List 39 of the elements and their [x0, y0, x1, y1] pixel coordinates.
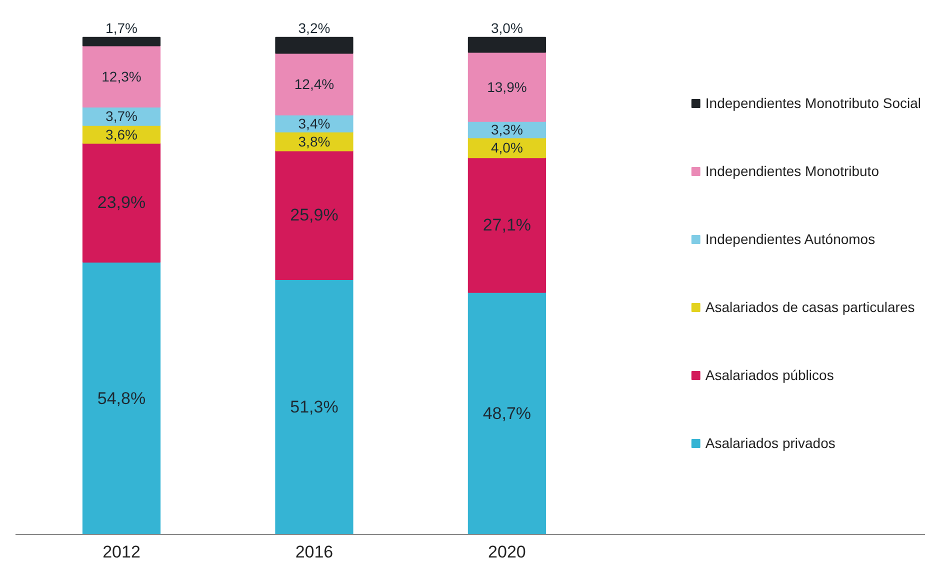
bar — [468, 292, 546, 534]
data-label: 3,8% — [298, 133, 330, 150]
data-label: 27,1% — [482, 216, 532, 235]
legend-label: Asalariados de casas particulares — [705, 299, 915, 315]
legend-label: Independientes Monotributo — [705, 163, 879, 179]
data-label: 3,4% — [298, 115, 330, 132]
data-label: 1,7% — [106, 20, 138, 36]
bar — [468, 157, 546, 293]
data-label: 3,3% — [490, 122, 523, 138]
bar — [82, 36, 161, 46]
data-label: 12,3% — [102, 68, 142, 84]
bar — [468, 52, 546, 122]
data-label: 25,9% — [290, 206, 338, 225]
legend-label: Asalariados privados — [705, 435, 836, 451]
data-label: 23,9% — [97, 193, 146, 212]
bar — [275, 36, 354, 54]
x-tick-label: 2020 — [488, 542, 526, 562]
legend-label: Asalariados públicos — [705, 367, 834, 383]
bar — [82, 45, 161, 108]
bar — [82, 262, 161, 534]
data-label: 13,9% — [487, 78, 527, 95]
bar — [275, 278, 354, 534]
legend-label: Independientes Monotributo Social — [705, 95, 921, 111]
data-label: 3,2% — [298, 20, 330, 36]
x-tick-label: 2012 — [102, 542, 140, 562]
legend-label: Independientes Autónomos — [705, 231, 876, 247]
data-label: 12,4% — [294, 76, 334, 92]
data-label: 4,0% — [490, 140, 523, 156]
x-tick-label: 2016 — [295, 542, 334, 562]
data-label: 51,3% — [290, 397, 338, 416]
bar — [468, 36, 546, 53]
bar — [82, 142, 161, 263]
data-label: 3,7% — [106, 108, 138, 124]
data-label: 3,6% — [106, 126, 138, 142]
data-label: 54,8% — [97, 388, 146, 408]
bar — [275, 150, 354, 280]
data-label: 48,7% — [482, 404, 532, 423]
data-label: 3,0% — [490, 20, 523, 36]
bar — [275, 52, 354, 116]
